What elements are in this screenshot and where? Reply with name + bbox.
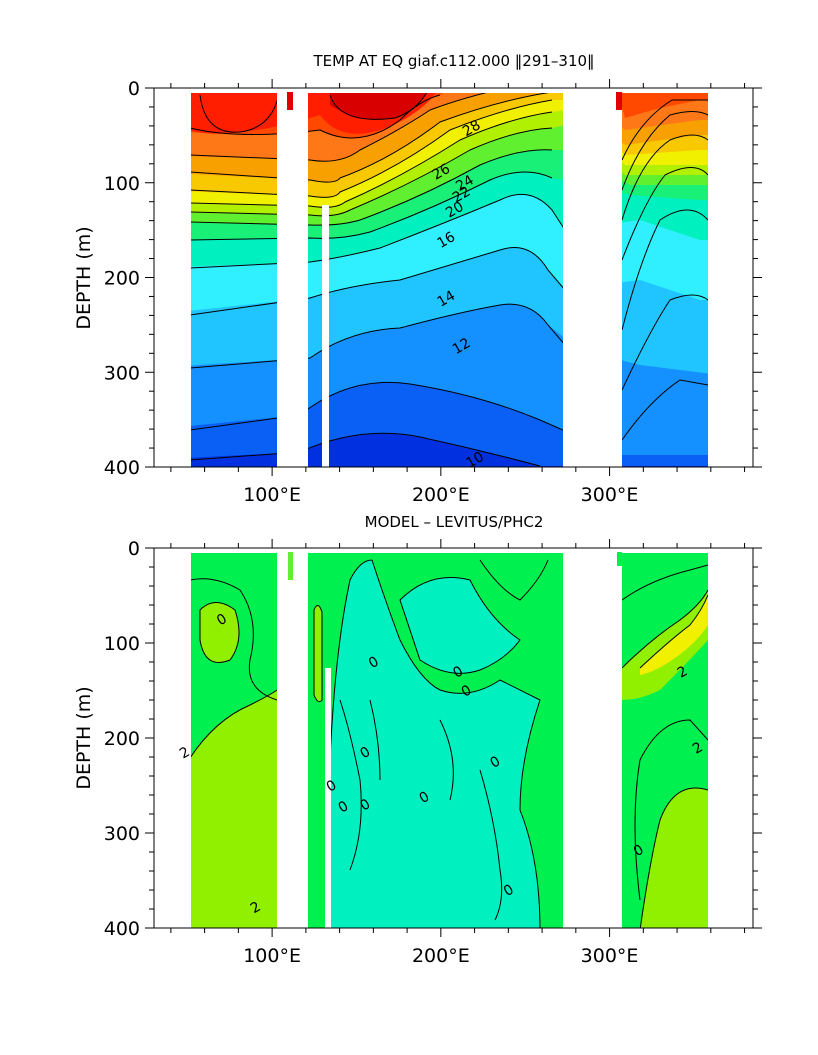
diff-warm-top-left	[200, 602, 239, 663]
difference-y-axis-label: DEPTH (m)	[73, 686, 95, 789]
contour-label: 24	[453, 172, 477, 195]
contour-label: 28	[460, 117, 483, 140]
contour-label: 20	[443, 199, 466, 222]
diff-warm-right	[640, 788, 708, 928]
temperature-fill	[154, 88, 753, 467]
y-tick-label: 200	[104, 268, 140, 290]
y-tick-label: 400	[104, 457, 140, 479]
diff-hot-right	[640, 595, 708, 675]
contour-label: 22	[450, 184, 473, 207]
contour-label: 16	[435, 229, 459, 252]
y-tick-label: 200	[104, 728, 140, 750]
diff-warm-sliver	[314, 605, 322, 702]
temperature-panel: TEMP AT EQ giaf.c112.000 ‖291–310‖ DEPTH…	[73, 52, 762, 506]
temperature-axes: 100°E 200°E 300°E 0 100 200 300 400	[104, 78, 762, 506]
x-tick-label: 100°E	[243, 945, 301, 967]
difference-axes: 100°E 200°E 300°E 0 100 200 300 400	[104, 538, 762, 967]
contour-label: 12	[450, 335, 473, 358]
y-tick-label: 0	[128, 78, 140, 100]
difference-land-mask	[154, 548, 753, 928]
y-tick-label: 300	[104, 362, 140, 384]
difference-panel-title: MODEL – LEVITUS/PHC2	[365, 513, 544, 531]
temperature-panel-title: TEMP AT EQ giaf.c112.000 ‖291–310‖	[312, 52, 594, 70]
y-tick-label: 100	[104, 173, 140, 195]
x-tick-label: 300°E	[581, 945, 639, 967]
x-tick-label: 200°E	[412, 484, 470, 506]
difference-contours	[189, 559, 709, 928]
temperature-land-mask	[154, 88, 753, 467]
difference-panel: MODEL – LEVITUS/PHC2 DEPTH (m)	[73, 513, 762, 967]
contour-label: 10	[463, 449, 486, 472]
contour-label: 14	[435, 288, 459, 311]
y-tick-label: 400	[104, 918, 140, 940]
band-29	[330, 88, 429, 120]
x-tick-label: 300°E	[581, 484, 639, 506]
diff-cold-pacific	[330, 560, 540, 928]
temperature-y-axis-label: DEPTH (m)	[73, 226, 95, 329]
difference-fill	[154, 548, 753, 928]
y-tick-label: 0	[128, 538, 140, 560]
y-tick-label: 100	[104, 633, 140, 655]
diff-cold-upper	[400, 577, 520, 674]
contour-label: 26	[430, 161, 454, 184]
x-tick-label: 100°E	[243, 484, 301, 506]
x-tick-label: 200°E	[412, 945, 470, 967]
diff-warm-left	[190, 690, 277, 928]
y-tick-label: 300	[104, 823, 140, 845]
